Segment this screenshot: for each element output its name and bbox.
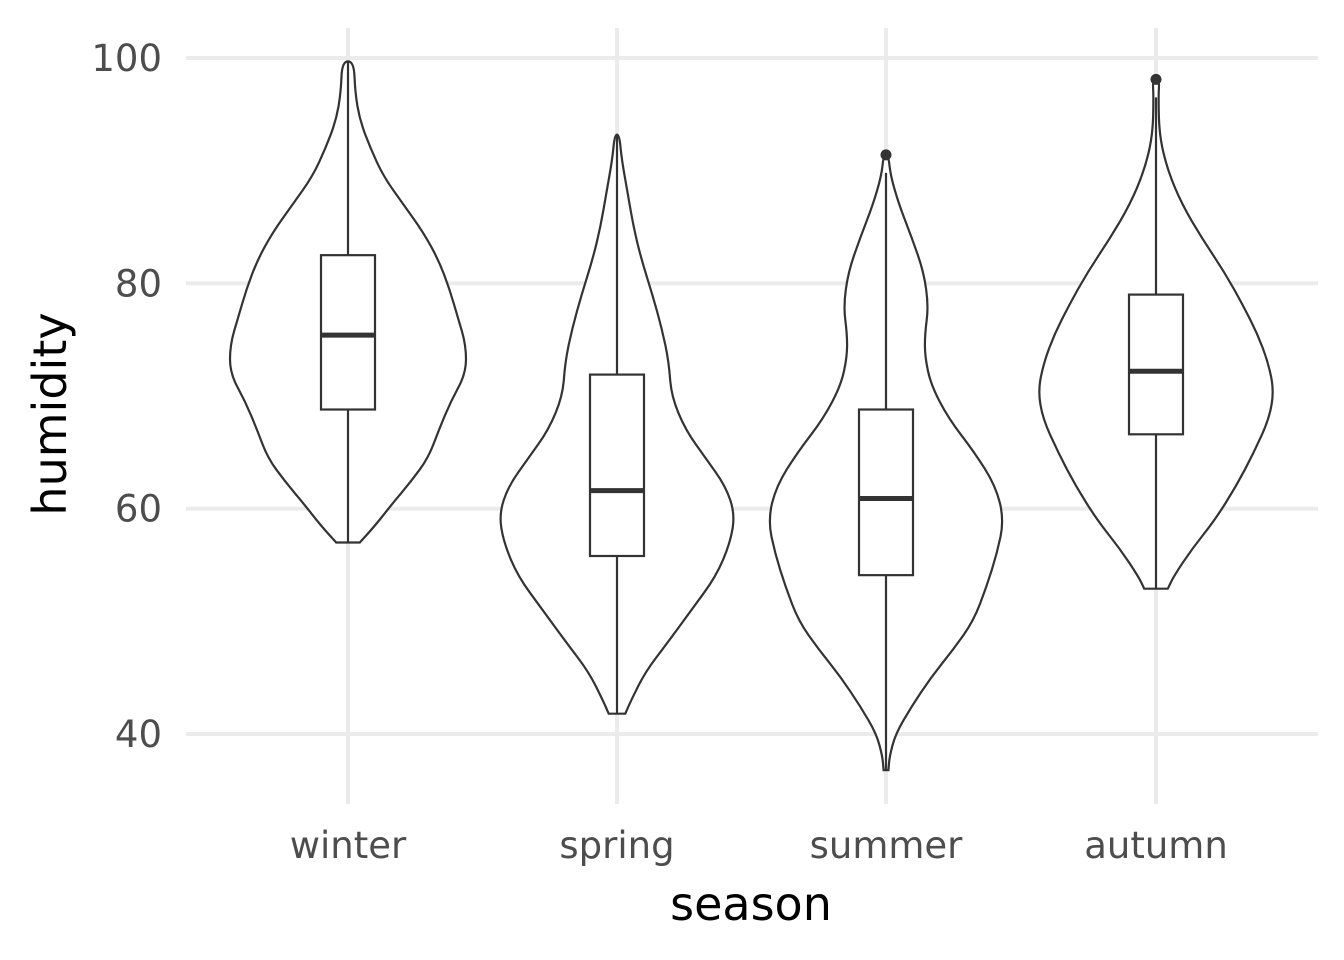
y-axis-ticks: 40 60 80 100 xyxy=(91,37,162,756)
y-tick-label: 40 xyxy=(115,713,162,756)
violin-group-autumn xyxy=(1038,73,1274,590)
y-axis-title: humidity xyxy=(23,312,77,515)
x-axis-ticks: winter spring summer autumn xyxy=(290,824,1228,867)
y-tick-label: 80 xyxy=(115,262,162,305)
y-tick-label: 100 xyxy=(91,37,162,80)
violin-group-summer xyxy=(768,149,1004,772)
outlier-point xyxy=(1150,73,1162,85)
box-iqr xyxy=(1127,293,1185,436)
outlier-point xyxy=(880,149,892,161)
x-tick-label: winter xyxy=(290,824,407,867)
x-tick-label: autumn xyxy=(1084,824,1228,867)
x-axis-title: season xyxy=(670,877,832,931)
box-iqr xyxy=(857,408,915,577)
x-tick-label: spring xyxy=(559,824,674,867)
box-iqr xyxy=(588,373,646,558)
violin-group-winter xyxy=(228,60,468,544)
violins xyxy=(228,60,1274,772)
box-iqr xyxy=(319,254,377,411)
y-tick-label: 60 xyxy=(115,488,162,531)
x-tick-label: summer xyxy=(810,824,964,867)
violin-group-spring xyxy=(499,133,735,715)
